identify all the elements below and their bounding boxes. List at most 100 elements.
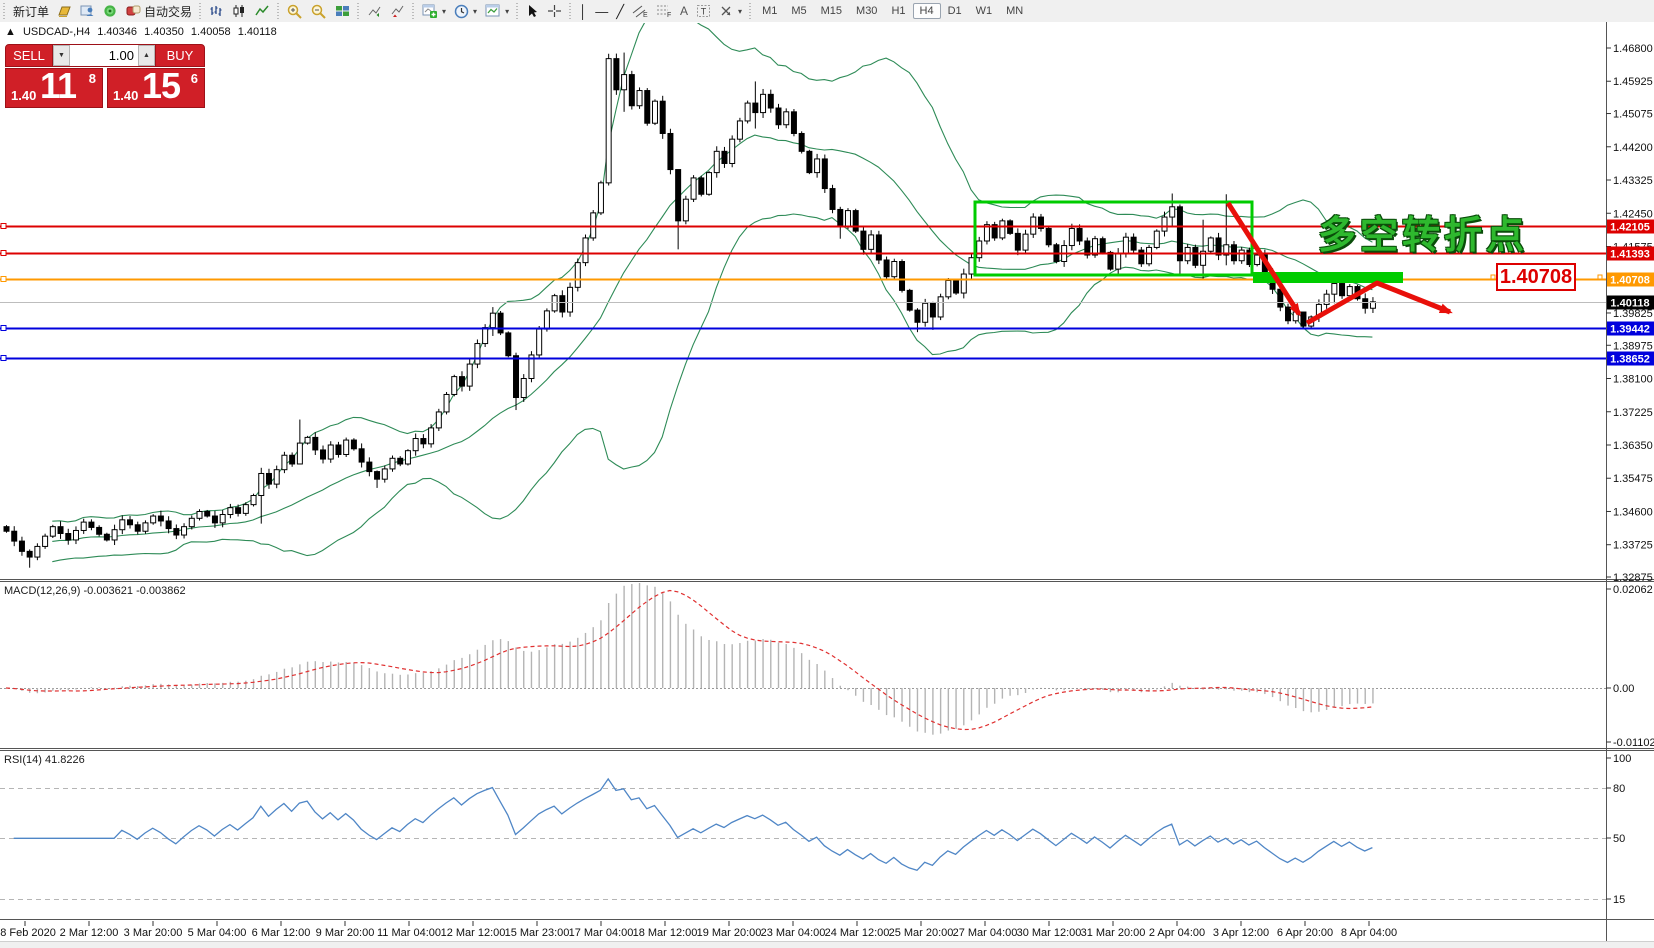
ohlc-close: 1.40118 — [237, 26, 277, 38]
collapse-marker-icon[interactable]: ▲ — [5, 26, 16, 38]
toolbar-gripper[interactable] — [568, 3, 574, 19]
candle-body — [1169, 206, 1176, 218]
candle-body — [265, 472, 272, 485]
price-badge — [1607, 219, 1654, 234]
candle-body — [327, 444, 334, 460]
chart-shift-button[interactable] — [386, 1, 409, 21]
new-order-button[interactable]: 新订单 — [9, 1, 53, 21]
chart-canvas[interactable]: 1.46800 1.45925 1.45075 1.44200 1.43325 1.424… — [0, 22, 1654, 948]
toolbar-gripper[interactable] — [198, 3, 204, 19]
line-endpoint-marker — [0, 276, 7, 282]
date-label: 25 Mar 20:00 — [889, 927, 954, 939]
volume-input[interactable] — [70, 45, 138, 66]
volume-increase-button[interactable]: ▲ — [138, 45, 155, 66]
buy-button[interactable]: BUY — [155, 44, 205, 67]
toolbar-gripper[interactable] — [411, 3, 417, 19]
cursor-tool-button[interactable] — [522, 1, 543, 21]
indicators-button[interactable]: ▾ — [418, 1, 450, 21]
date-label: 2 Apr 04:00 — [1149, 927, 1205, 939]
candle-body — [435, 411, 442, 429]
periods-button[interactable]: ▾ — [450, 1, 481, 21]
candle-body — [451, 376, 458, 395]
tab-d1[interactable]: D1 — [947, 5, 962, 17]
candle-body — [188, 517, 195, 528]
key-level-label[interactable]: 1.40708 — [1496, 263, 1576, 291]
candle-body — [991, 224, 998, 239]
tab-mn[interactable]: MN — [1006, 5, 1024, 17]
date-label: 27 Mar 04:00 — [953, 927, 1018, 939]
zoom-in-button[interactable] — [283, 1, 307, 21]
buy-price-button[interactable]: 1.40 15 6 — [107, 65, 205, 108]
candle-body — [1045, 227, 1052, 246]
zigzag-arrow-annotation[interactable] — [1305, 280, 1453, 326]
price-badge — [1607, 295, 1654, 310]
tab-w1[interactable]: W1 — [975, 5, 993, 17]
price-tick-label: 1.35475 — [1613, 473, 1653, 485]
arrows-tool[interactable]: ▾ — [715, 1, 746, 21]
macd-main-value: -0.003621 — [83, 585, 134, 597]
candle-body — [343, 439, 350, 455]
signals-button[interactable] — [99, 1, 122, 21]
sell-price-button[interactable]: 1.40 11 8 — [5, 65, 103, 108]
zoom-out-button[interactable] — [307, 1, 331, 21]
key-level-bar[interactable] — [1253, 272, 1403, 283]
auto-scroll-button[interactable] — [363, 1, 386, 21]
channel-tool[interactable]: E — [628, 1, 652, 21]
candle-body — [296, 442, 303, 465]
tab-m30[interactable]: M30 — [856, 5, 878, 17]
tile-windows-button[interactable] — [331, 1, 354, 21]
ohlc-low: 1.40058 — [190, 26, 231, 38]
candle-body — [273, 469, 280, 485]
date-label: 5 Mar 04:00 — [188, 927, 247, 939]
toolbar-gripper[interactable] — [748, 3, 754, 19]
candle-body — [729, 138, 736, 164]
volume-decrease-button[interactable]: ▼ — [53, 45, 70, 66]
buy-price-pip: 6 — [190, 71, 198, 86]
candle-body — [983, 224, 990, 242]
toolbar-gripper[interactable] — [2, 3, 7, 19]
turning-point-annotation[interactable]: 多空转折点 — [1318, 215, 1529, 257]
date-label: 31 Mar 20:00 — [1081, 927, 1146, 939]
price-tick-label: 1.45075 — [1613, 109, 1653, 121]
autotrade-button[interactable]: 自动交易 — [122, 1, 196, 21]
templates-button[interactable]: ▾ — [481, 1, 513, 21]
navigator-button[interactable] — [76, 1, 99, 21]
toolbar-gripper[interactable] — [276, 3, 282, 19]
horizontal-line-tool[interactable]: — — [591, 1, 612, 21]
tab-m5[interactable]: M5 — [791, 5, 807, 17]
candle-body — [350, 439, 357, 450]
tab-h1[interactable]: H1 — [891, 5, 906, 17]
symbol-period-label: USDCAD-,H4 — [22, 26, 91, 38]
sell-button[interactable]: SELL — [5, 44, 53, 67]
candle-body — [412, 438, 419, 452]
candle-body — [1323, 293, 1330, 305]
toolbar-gripper[interactable] — [515, 3, 521, 19]
candle-body — [1076, 227, 1083, 242]
down-arrow-annotation[interactable] — [1225, 201, 1302, 317]
tab-m15[interactable]: M15 — [820, 5, 843, 17]
candle-body — [937, 296, 944, 318]
candlestick-chart-button[interactable] — [228, 1, 251, 21]
line-chart-button[interactable] — [251, 1, 274, 21]
candle-body — [134, 524, 141, 532]
text-tool[interactable]: A — [676, 1, 692, 21]
tab-h4[interactable]: H4 — [912, 3, 941, 19]
candle-body — [72, 529, 79, 541]
bar-chart-icon — [210, 6, 222, 16]
line-chart-icon — [255, 5, 269, 16]
fibonacci-tool[interactable]: F — [652, 1, 676, 21]
market-watch-button[interactable] — [53, 1, 76, 21]
candle-body — [891, 261, 898, 278]
crosshair-tool-button[interactable] — [543, 1, 566, 21]
buy-price-prefix: 1.40 — [113, 88, 139, 103]
tab-m1[interactable]: M1 — [762, 5, 778, 17]
toolbar-gripper[interactable] — [356, 3, 362, 19]
vertical-line-tool[interactable]: │ — [575, 1, 591, 21]
new-order-label: 新订单 — [13, 4, 50, 19]
rsi-value: 41.8226 — [44, 754, 85, 766]
text-label-tool[interactable]: T — [692, 1, 715, 21]
sell-price-prefix: 1.40 — [11, 88, 37, 103]
bar-chart-button[interactable] — [205, 1, 228, 21]
trendline-tool[interactable]: ╱ — [612, 1, 628, 21]
candle-body — [505, 332, 512, 357]
